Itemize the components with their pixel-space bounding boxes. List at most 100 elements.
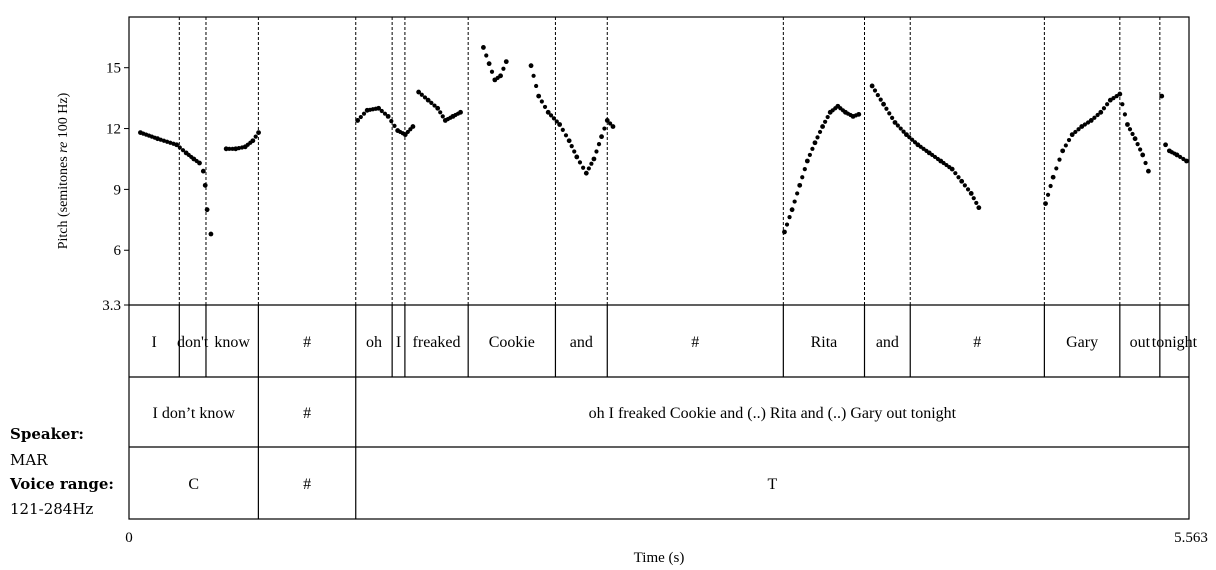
pitch-point xyxy=(361,111,367,116)
pitch-point xyxy=(976,205,982,211)
pitch-point xyxy=(1135,141,1140,147)
pitch-point xyxy=(591,156,597,162)
pitch-point xyxy=(907,135,912,140)
y-axis-label: Pitch (semitones re 100 Hz) xyxy=(56,92,71,249)
pitch-point xyxy=(551,116,557,121)
pitch-point xyxy=(539,99,544,104)
pitch-point xyxy=(812,140,818,146)
pitch-point xyxy=(566,138,572,144)
word-label: don't xyxy=(177,334,209,351)
pitch-point xyxy=(872,88,878,93)
pitch-point xyxy=(1043,201,1048,206)
pitch-point xyxy=(1130,131,1135,137)
pitch-point xyxy=(227,146,232,151)
pitch-point xyxy=(968,191,974,196)
pitch-point xyxy=(875,92,880,98)
pitch-point xyxy=(481,45,486,50)
speaker-value: MAR xyxy=(10,451,48,469)
pitch-point xyxy=(1105,102,1110,107)
pitch-point xyxy=(429,100,434,105)
pitch-point xyxy=(901,129,906,134)
pitch-point xyxy=(1048,183,1053,189)
pitch-point xyxy=(1174,152,1180,158)
pitch-point xyxy=(810,146,815,151)
pitch-point xyxy=(1050,174,1056,180)
pitch-point xyxy=(817,129,823,135)
pitch-point xyxy=(1140,152,1146,158)
word-label: freaked xyxy=(413,334,461,351)
pitch-point xyxy=(405,129,410,135)
word-label: and xyxy=(570,334,593,351)
pitch-point xyxy=(458,109,463,115)
pitch-point xyxy=(569,144,574,149)
pitch-point xyxy=(253,134,258,139)
pitch-point xyxy=(1082,122,1087,127)
pitch-point xyxy=(1060,148,1066,154)
pitch-point xyxy=(959,178,965,184)
pitch-point xyxy=(438,110,443,115)
pitch-point xyxy=(789,207,795,213)
pitch-point xyxy=(583,170,589,176)
pitch-point xyxy=(1079,124,1085,129)
word-label: # xyxy=(973,334,981,351)
pitch-point xyxy=(168,140,173,145)
pitch-point xyxy=(610,124,616,129)
pitch-point xyxy=(355,118,361,123)
pitch-point xyxy=(787,215,792,220)
pitch-point xyxy=(949,166,955,172)
pitch-point xyxy=(1132,136,1138,142)
word-label: out xyxy=(1130,334,1151,351)
pitch-point xyxy=(602,126,607,131)
pitch-point xyxy=(1127,127,1133,132)
x-tick-label: 5.563 xyxy=(1174,530,1208,546)
pitch-point xyxy=(554,119,559,124)
word-label: and xyxy=(876,334,899,351)
tone-label: C xyxy=(188,476,199,493)
pitch-point xyxy=(1092,115,1097,120)
pitch-point xyxy=(804,158,810,164)
pitch-point xyxy=(965,187,971,192)
pitch-point xyxy=(815,135,820,140)
pitch-point xyxy=(1063,143,1068,148)
pitch-point xyxy=(385,113,391,119)
pitch-point xyxy=(425,97,431,103)
pitch-point xyxy=(223,146,229,152)
phrase-label: oh I freaked Cookie and (..) Rita and (.… xyxy=(589,405,957,422)
pitch-point xyxy=(484,53,489,58)
pitch-point xyxy=(823,119,828,124)
phrase-label: I don’t know xyxy=(153,405,236,422)
pitch-point xyxy=(1122,112,1128,117)
pitch-point xyxy=(1095,112,1100,118)
pitch-point xyxy=(1163,142,1168,148)
pitch-point xyxy=(608,121,613,126)
pitch-point xyxy=(1054,166,1059,171)
y-tick-label: 6 xyxy=(114,243,122,259)
pitch-point xyxy=(881,101,886,107)
pitch-point xyxy=(820,124,825,129)
x-axis-label: Time (s) xyxy=(634,550,685,566)
pitch-point xyxy=(503,59,509,65)
pitch-point xyxy=(953,171,958,176)
pitch-point xyxy=(382,111,388,116)
pitch-point xyxy=(208,231,214,237)
pitch-point xyxy=(389,119,394,124)
pitch-point xyxy=(545,109,551,115)
pitch-point xyxy=(379,108,384,114)
pitch-point xyxy=(1088,118,1094,123)
pitch-point xyxy=(878,97,883,102)
word-label: tonight xyxy=(1152,334,1198,351)
pitch-point xyxy=(435,105,441,111)
word-label: Gary xyxy=(1066,334,1098,351)
pitch-point xyxy=(807,152,812,158)
y-tick-label: 9 xyxy=(114,182,122,198)
word-label: Cookie xyxy=(489,334,535,351)
word-label: Rita xyxy=(811,334,838,351)
pitch-point xyxy=(200,168,206,174)
word-label: oh xyxy=(366,334,382,351)
pitch-point xyxy=(795,191,800,196)
pitch-point xyxy=(1111,96,1116,101)
pitch-point xyxy=(589,161,594,166)
pitch-point xyxy=(174,142,180,148)
pitch-point xyxy=(856,111,862,117)
pitch-point xyxy=(236,146,241,151)
